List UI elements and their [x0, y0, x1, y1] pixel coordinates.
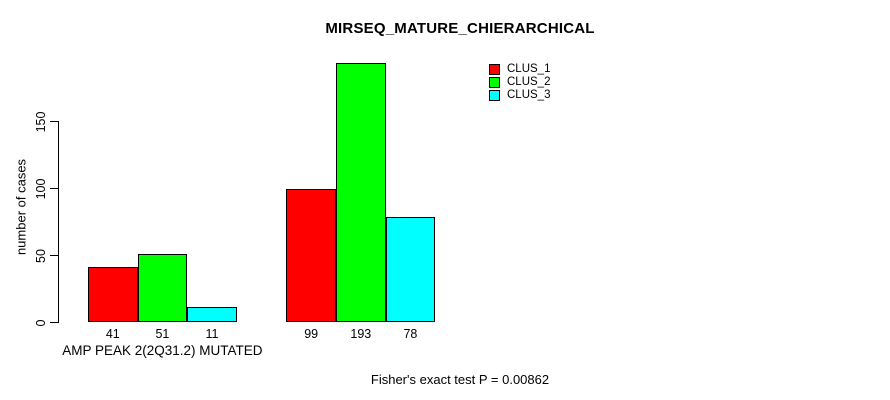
bar-value-label: 41 — [105, 327, 120, 341]
bar-value-label: 11 — [205, 327, 219, 341]
bar-value-label: 193 — [350, 327, 372, 341]
legend-swatch-clus_3 — [489, 90, 500, 101]
chart-title: MIRSEQ_MATURE_CHIERARCHICAL — [325, 20, 595, 37]
bar-value-label: 51 — [155, 327, 170, 341]
bar-value-label: 78 — [403, 327, 418, 341]
legend-label-clus_3: CLUS_3 — [507, 89, 551, 101]
legend-swatch-clus_1 — [489, 64, 500, 75]
y-tick-label: 100 — [34, 178, 48, 199]
footnote-pvalue: Fisher's exact test P = 0.00862 — [370, 372, 550, 387]
bar-value-label: 99 — [304, 327, 319, 341]
legend-label-clus_2: CLUS_2 — [507, 76, 551, 88]
bar-clus_3-group1 — [187, 307, 237, 322]
y-tick-label: 0 — [34, 319, 48, 326]
bar-clus_1-group2 — [286, 189, 336, 322]
x-group-label: AMP PEAK 2(2Q31.2) MUTATED — [62, 343, 263, 358]
bar-clus_2-group1 — [137, 253, 188, 322]
legend-label-clus_1: CLUS_1 — [507, 63, 551, 75]
y-tick-mark — [50, 255, 58, 256]
y-tick-mark — [50, 322, 58, 323]
y-tick-label: 50 — [34, 248, 48, 263]
bar-clus_1-group1 — [88, 267, 138, 322]
y-axis-line — [58, 121, 59, 323]
y-tick-mark — [50, 121, 58, 122]
y-axis-label: number of cases — [13, 158, 29, 256]
y-tick-label: 150 — [34, 111, 48, 132]
bar-clus_3-group2 — [385, 217, 436, 322]
bar-clus_2-group2 — [336, 63, 386, 322]
legend-swatch-clus_2 — [489, 77, 500, 88]
y-tick-mark — [50, 188, 58, 189]
